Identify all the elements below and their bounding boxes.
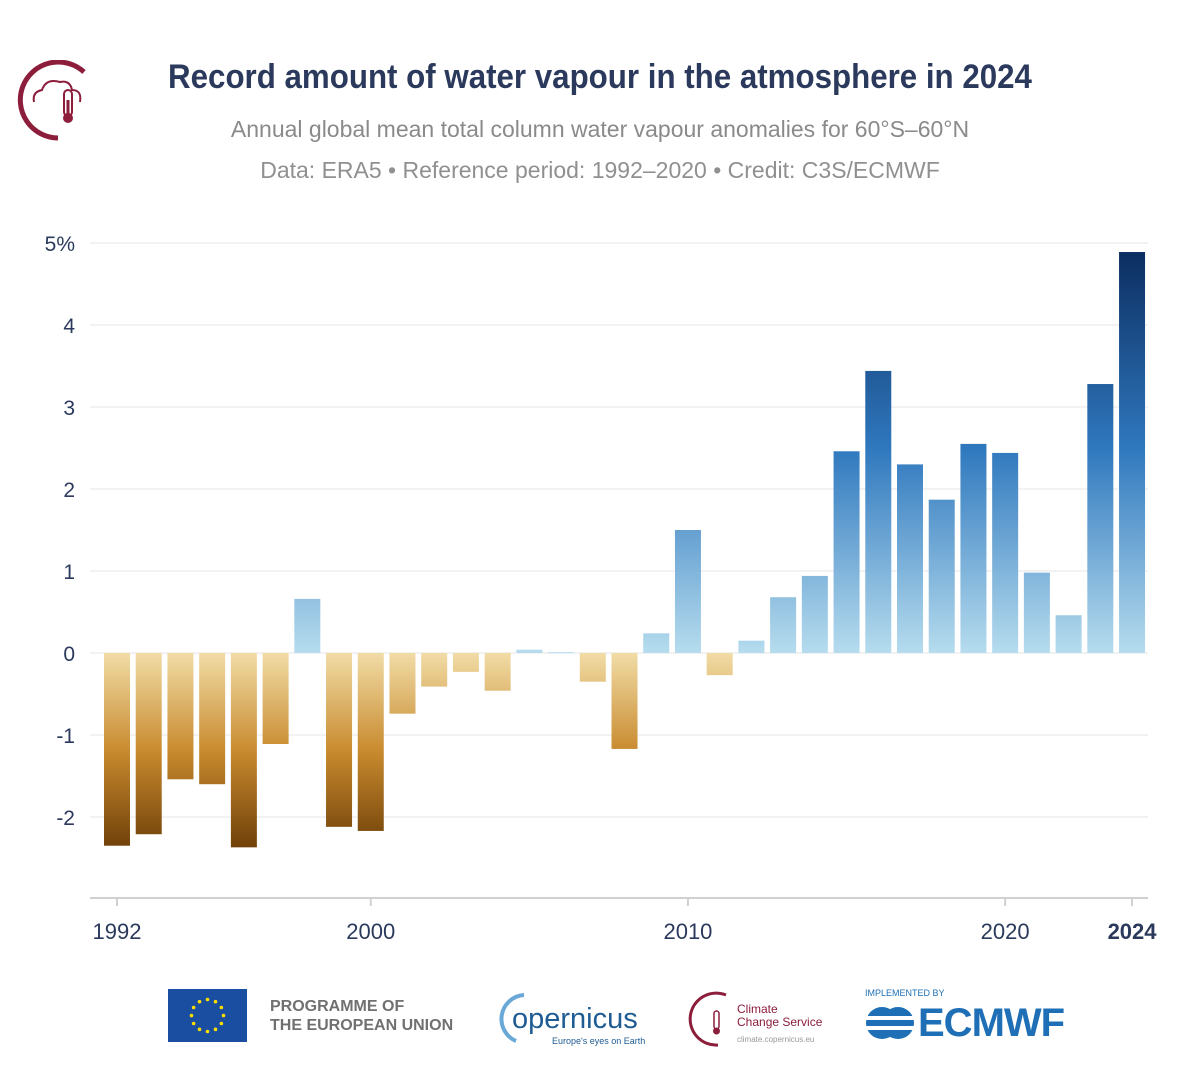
bar-2002 — [421, 653, 448, 687]
chart-subtitle: Annual global mean total column water va… — [230, 116, 970, 142]
copernicus-name: opernicus — [512, 1003, 638, 1035]
ecmwf-logo: IMPLEMENTED BY ECMWF — [864, 987, 1084, 1047]
eu-star-icon — [221, 1013, 226, 1018]
eu-star-icon — [213, 1027, 218, 1032]
x-tick-label: 1992 — [93, 919, 142, 944]
copernicus-tagline: Europe's eyes on Earth — [552, 1036, 646, 1046]
bar-2005 — [516, 649, 543, 653]
bar-1993 — [135, 653, 162, 835]
x-tick-label: 2000 — [346, 919, 395, 944]
bar-2016 — [865, 370, 892, 653]
eu-programme-text: PROGRAMME OF THE EUROPEAN UNION — [270, 997, 453, 1035]
eu-star-icon — [197, 999, 202, 1004]
c3s-line2: Change Service — [737, 1015, 823, 1029]
crescent-icon — [17, 60, 86, 141]
c3s-footer-logo: Climate Change Service climate.copernicus… — [686, 989, 836, 1049]
eu-star-icon — [189, 1013, 194, 1018]
implemented-by: IMPLEMENTED BY — [865, 988, 945, 998]
bar-2013 — [770, 597, 797, 653]
copernicus-logo: opernicus Europe's eyes on Earth — [490, 989, 650, 1049]
bar-2021 — [1023, 572, 1050, 653]
y-tick-label: 2 — [63, 479, 75, 502]
y-tick-label: -1 — [56, 725, 75, 748]
eu-star-icon — [197, 1027, 202, 1032]
x-tick-label: 2010 — [663, 919, 712, 944]
bar-1998 — [294, 598, 321, 653]
eu-star-icon — [219, 1021, 224, 1026]
eu-star-icon — [205, 1029, 210, 1034]
y-tick-label: 0 — [63, 643, 75, 666]
bar-2008 — [611, 653, 638, 749]
c3s-logo — [17, 60, 86, 141]
bar-1999 — [326, 653, 353, 827]
ecmwf-symbol-icon — [864, 1007, 916, 1039]
x-tick-label: 2020 — [981, 919, 1030, 944]
y-tick-label: 1 — [63, 561, 75, 584]
ecmwf-name: ECMWF — [918, 1001, 1065, 1045]
y-tick-label: 4 — [63, 315, 75, 338]
bar-2024 — [1119, 252, 1146, 653]
y-tick-label: 5% — [45, 233, 75, 256]
bar-2011 — [706, 653, 733, 676]
cloud-icon — [32, 80, 82, 103]
bar-2014 — [801, 575, 828, 653]
bar-2007 — [579, 653, 606, 682]
credit-line: Data: ERA5 • Reference period: 1992–2020… — [260, 157, 940, 183]
bar-2000 — [357, 653, 384, 831]
bar-1995 — [199, 653, 226, 785]
eu-flag-icon — [168, 989, 247, 1042]
bar-1994 — [167, 653, 194, 780]
c3s-url: climate.copernicus.eu — [737, 1035, 815, 1044]
eu-text-line1: PROGRAMME OF — [270, 998, 405, 1015]
footer-logos: PROGRAMME OF THE EUROPEAN UNION opernicu… — [0, 985, 1200, 1055]
chart-title: Record amount of water vapour in the atm… — [168, 58, 1032, 96]
bar-chart: 5% 4 3 2 1 0 -1 -2 1992 2000 2010 2020 2024 — [45, 233, 1158, 944]
eu-star-icon — [205, 997, 210, 1002]
eu-star-icon — [191, 1021, 196, 1026]
bar-2001 — [389, 653, 416, 714]
y-tick-label: 3 — [63, 397, 75, 420]
bar-1997 — [262, 653, 289, 745]
eu-star-icon — [213, 999, 218, 1004]
bar-2006 — [548, 652, 575, 654]
bar-2018 — [928, 499, 955, 653]
x-tick-label: 2024 — [1108, 919, 1158, 944]
eu-star-icon — [219, 1005, 224, 1010]
bar-2003 — [452, 653, 479, 672]
bar-2004 — [484, 653, 511, 691]
bar-2012 — [738, 640, 765, 653]
bar-2015 — [833, 451, 860, 653]
bar-2022 — [1055, 615, 1082, 653]
eu-star-icon — [191, 1005, 196, 1010]
bar-1992 — [104, 653, 130, 846]
bar-2019 — [960, 443, 987, 653]
bar-2023 — [1087, 384, 1114, 653]
eu-text-line2: THE EUROPEAN UNION — [270, 1017, 454, 1034]
bar-2010 — [674, 530, 701, 653]
y-tick-label: -2 — [56, 807, 75, 830]
c3s-line1: Climate — [737, 1002, 778, 1016]
bar-2020 — [992, 452, 1019, 653]
c3s-name: Climate Change Service — [737, 1003, 822, 1029]
bar-1996 — [230, 653, 257, 848]
bar-2009 — [643, 633, 670, 653]
bar-2017 — [897, 464, 923, 653]
